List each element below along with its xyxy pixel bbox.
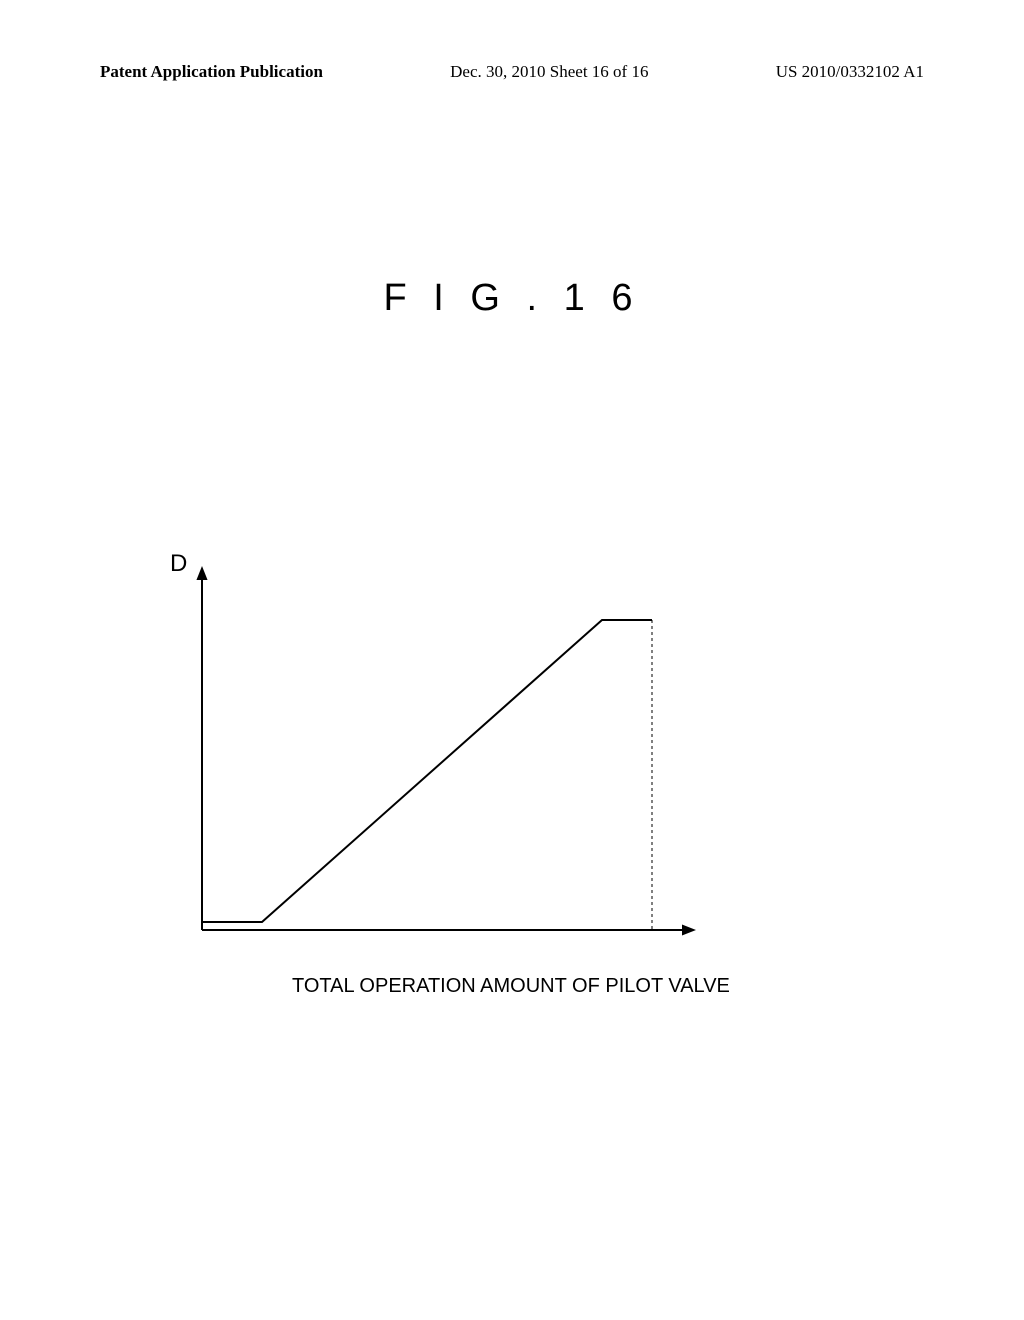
figure-title: F I G . 1 6 [384, 277, 641, 320]
chart-svg [192, 560, 732, 960]
y-axis-label: D [170, 550, 187, 578]
header-patent-number: US 2010/0332102 A1 [776, 62, 924, 82]
chart-container: D TOTAL OPERATION AMOUNT OF PILOT VALVE [192, 560, 732, 960]
header-publication-type: Patent Application Publication [100, 62, 323, 82]
page-header: Patent Application Publication Dec. 30, … [0, 62, 1024, 82]
header-date-sheet: Dec. 30, 2010 Sheet 16 of 16 [450, 62, 648, 82]
x-axis-label: TOTAL OPERATION AMOUNT OF PILOT VALVE [292, 975, 730, 998]
